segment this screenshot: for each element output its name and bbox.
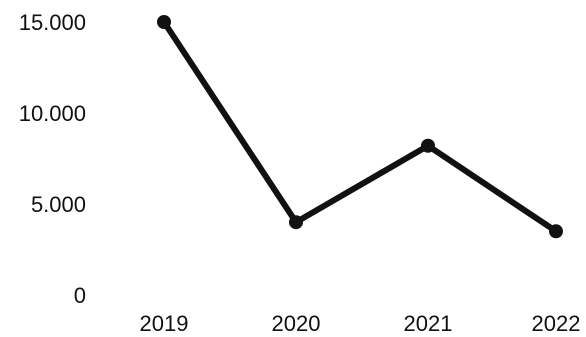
x-tick-label: 2022 xyxy=(532,311,581,336)
y-tick-label: 10.000 xyxy=(19,101,86,126)
y-tick-label: 0 xyxy=(74,283,86,308)
series-line xyxy=(161,19,559,235)
data-point-2019 xyxy=(157,15,171,29)
data-point-2022 xyxy=(549,224,563,239)
data-point-2020 xyxy=(289,215,303,230)
y-tick-label: 5.000 xyxy=(31,192,86,217)
series-group xyxy=(157,15,563,239)
x-axis-tick-labels: 2019 2020 2021 2022 xyxy=(140,311,581,336)
data-point-2021 xyxy=(421,138,435,153)
x-tick-label: 2020 xyxy=(272,311,321,336)
y-tick-label: 15.000 xyxy=(19,10,86,35)
x-tick-label: 2021 xyxy=(404,311,453,336)
x-tick-label: 2019 xyxy=(140,311,189,336)
y-axis-tick-labels: 0 5.000 10.000 15.000 xyxy=(19,10,86,308)
